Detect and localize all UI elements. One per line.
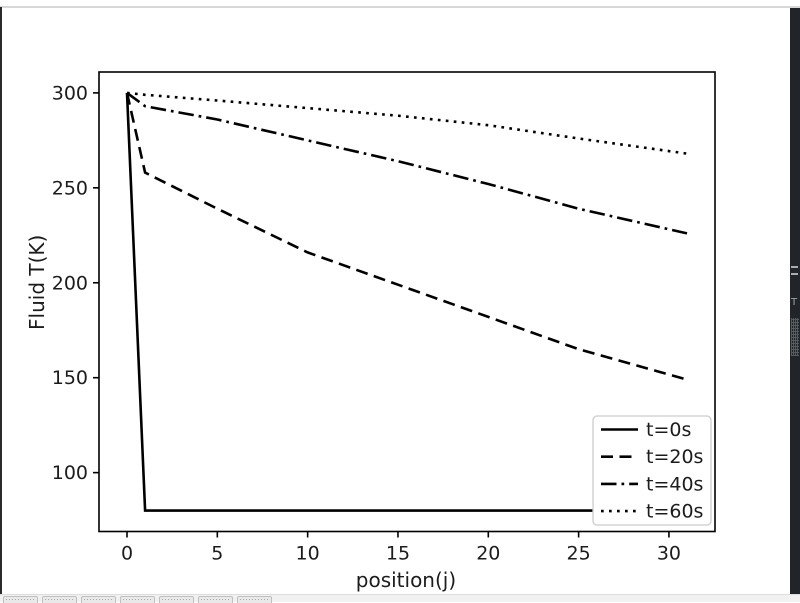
x-axis: 0 5 10 15 20 25 30 position(j) (121, 531, 681, 592)
y-tick-label: 200 (52, 272, 88, 294)
x-axis-label: position(j) (356, 568, 456, 592)
legend-label: t=0s (646, 419, 691, 441)
taskbar-button[interactable] (159, 596, 194, 603)
background-window-sliver[interactable]: T (790, 8, 800, 594)
legend-box (592, 415, 712, 526)
x-tick-label: 30 (657, 543, 681, 565)
series-line-1 (125, 92, 688, 381)
y-tick-label: 150 (52, 367, 88, 389)
legend-label: t=40s (646, 473, 703, 495)
taskbar-button[interactable] (42, 596, 77, 603)
series-line-2 (126, 91, 688, 235)
y-axis-label: Fluid T(K) (25, 235, 49, 330)
series-line-3 (126, 91, 688, 155)
taskbar-button[interactable] (120, 596, 155, 603)
left-window-border (0, 7, 2, 594)
taskbar-button[interactable] (81, 596, 116, 603)
legend: t=0s t=20s t=40s t=60s (592, 415, 712, 526)
x-tick-label: 20 (476, 543, 500, 565)
scrollbar-thumb[interactable] (791, 266, 798, 275)
axes-frame (98, 71, 716, 533)
top-window-border (0, 6, 800, 8)
y-tick-label: 250 (52, 177, 88, 199)
x-tick-label: 25 (567, 543, 591, 565)
legend-label: t=20s (646, 446, 703, 468)
x-tick-label: 0 (121, 543, 133, 565)
y-axis: 100 150 200 250 300 Fluid T(K) (25, 82, 99, 484)
x-tick-label: 5 (211, 543, 223, 565)
taskbar-button[interactable] (3, 596, 38, 603)
x-tick-label: 15 (386, 543, 410, 565)
legend-label: t=60s (646, 501, 703, 523)
partial-text-block (791, 318, 799, 356)
taskbar (0, 594, 800, 603)
partial-text-glyph: T (791, 297, 798, 308)
series-line-0 (125, 92, 687, 512)
y-tick-label: 100 (52, 462, 88, 484)
taskbar-button[interactable] (237, 596, 272, 603)
taskbar-button[interactable] (198, 596, 233, 603)
y-tick-label: 300 (52, 82, 88, 104)
x-tick-label: 10 (296, 543, 320, 565)
